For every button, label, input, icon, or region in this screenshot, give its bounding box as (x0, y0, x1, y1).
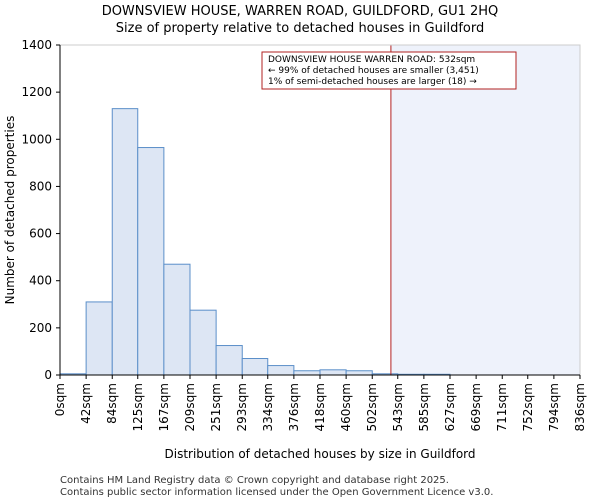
x-tick-label: 460sqm (339, 383, 353, 431)
x-tick-label: 84sqm (105, 383, 119, 424)
bar-167sqm (163, 263, 191, 376)
y-ticks: 0 200 400 600 800 1000 1200 1400 (21, 38, 60, 382)
bar-251sqm (215, 345, 243, 376)
bars-group (59, 108, 451, 376)
annotation-line-3: 1% of semi-detached houses are larger (1… (268, 77, 477, 87)
bar-334sqm (267, 365, 295, 376)
y-tick-label: 1000 (21, 132, 52, 146)
x-tick-label: 794sqm (547, 383, 561, 431)
bar-460sqm (345, 370, 373, 376)
bar-209sqm (189, 309, 217, 376)
x-tick-label: 293sqm (235, 383, 249, 431)
plot-area: 0 200 400 600 800 1000 1200 1400 0sqm 42sqm 84sqm… (21, 38, 587, 431)
chart-title: DOWNSVIEW HOUSE, WARREN ROAD, GUILDFORD,… (102, 4, 499, 19)
footer-line-1: Contains HM Land Registry data © Crown c… (60, 475, 449, 486)
x-tick-label: 251sqm (209, 383, 223, 431)
x-tick-label: 836sqm (573, 383, 587, 431)
bar-125sqm (137, 147, 165, 376)
x-tick-label: 543sqm (391, 383, 405, 431)
annotation-line-2: ← 99% of detached houses are smaller (3,… (268, 66, 479, 76)
annotation-box: DOWNSVIEW HOUSE WARREN ROAD: 532sqm ← 99… (261, 51, 517, 90)
x-tick-label: 376sqm (287, 383, 301, 431)
y-tick-label: 600 (29, 227, 52, 241)
bar-42sqm (85, 301, 113, 376)
x-tick-label: 418sqm (313, 383, 327, 431)
x-tick-label: 627sqm (443, 383, 457, 431)
bar-376sqm (293, 370, 321, 376)
x-axis-label: Distribution of detached houses by size … (165, 447, 476, 461)
annotation-frame (261, 51, 517, 90)
y-tick-label: 800 (29, 179, 52, 193)
chart-subtitle: Size of property relative to detached ho… (116, 21, 484, 36)
x-tick-label: 209sqm (183, 383, 197, 431)
x-tick-label: 669sqm (469, 383, 483, 431)
y-tick-label: 400 (29, 274, 52, 288)
y-tick-label: 1400 (21, 38, 52, 52)
highlight-region (390, 45, 580, 375)
x-tick-label: 167sqm (157, 383, 171, 431)
x-tick-label: 334sqm (261, 383, 275, 431)
bar-293sqm (241, 358, 269, 376)
x-tick-label: 752sqm (521, 383, 535, 431)
y-tick-label: 1200 (21, 85, 52, 99)
footer-line-2: Contains public sector information licen… (60, 487, 493, 498)
y-tick-label: 200 (29, 321, 52, 335)
y-axis-label: Number of detached properties (3, 116, 17, 305)
bar-84sqm (111, 108, 139, 376)
x-tick-label: 0sqm (53, 383, 67, 416)
x-tick-label: 502sqm (365, 383, 379, 431)
x-ticks: 0sqm 42sqm 84sqm 125sqm 167sqm 209sqm 251sqm 29… (53, 375, 587, 431)
x-tick-label: 585sqm (417, 383, 431, 431)
y-tick-label: 0 (44, 368, 52, 382)
annotation-line-1: DOWNSVIEW HOUSE WARREN ROAD: 532sqm (268, 55, 475, 65)
x-tick-label: 711sqm (495, 383, 509, 431)
bar-418sqm (319, 369, 347, 376)
x-tick-label: 42sqm (79, 383, 93, 424)
x-tick-label: 125sqm (131, 383, 145, 431)
